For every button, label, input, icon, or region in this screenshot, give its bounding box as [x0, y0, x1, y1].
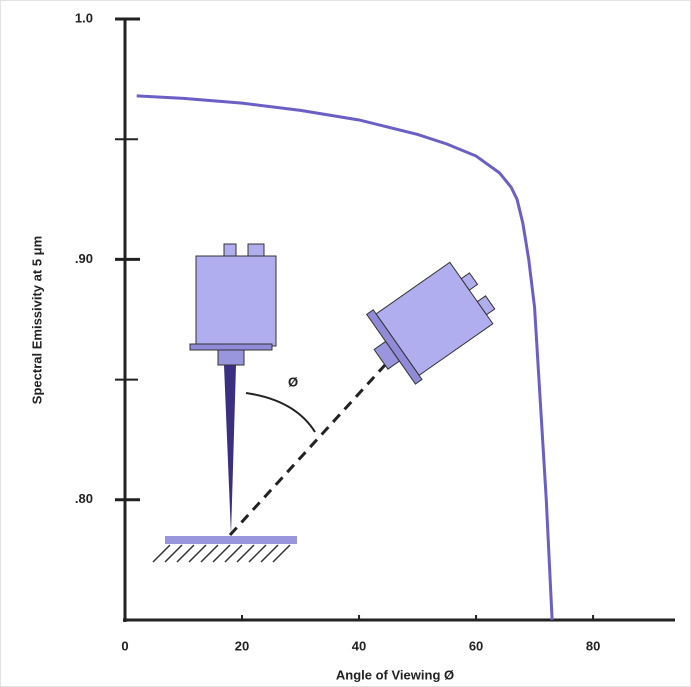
- x-tick-label: 20: [235, 638, 249, 653]
- x-tick-label: 40: [352, 638, 366, 653]
- x-tick-label: 80: [586, 638, 600, 653]
- x-tick-label: 0: [121, 638, 128, 653]
- x-axis-title: Angle of Viewing Ø: [336, 667, 454, 682]
- x-tick-label: 60: [469, 638, 483, 653]
- y-axis-title: Spectral Emissivity at 5 μm: [29, 236, 44, 404]
- angle-label: Ø: [288, 374, 298, 389]
- y-tick-label: 1.0: [75, 10, 93, 25]
- y-tick-label: .80: [75, 491, 93, 506]
- frame: [1, 1, 691, 687]
- chart: Spectral Emissivity at 5 μm Angle of Vie…: [0, 0, 691, 687]
- y-tick-label: .90: [75, 251, 93, 266]
